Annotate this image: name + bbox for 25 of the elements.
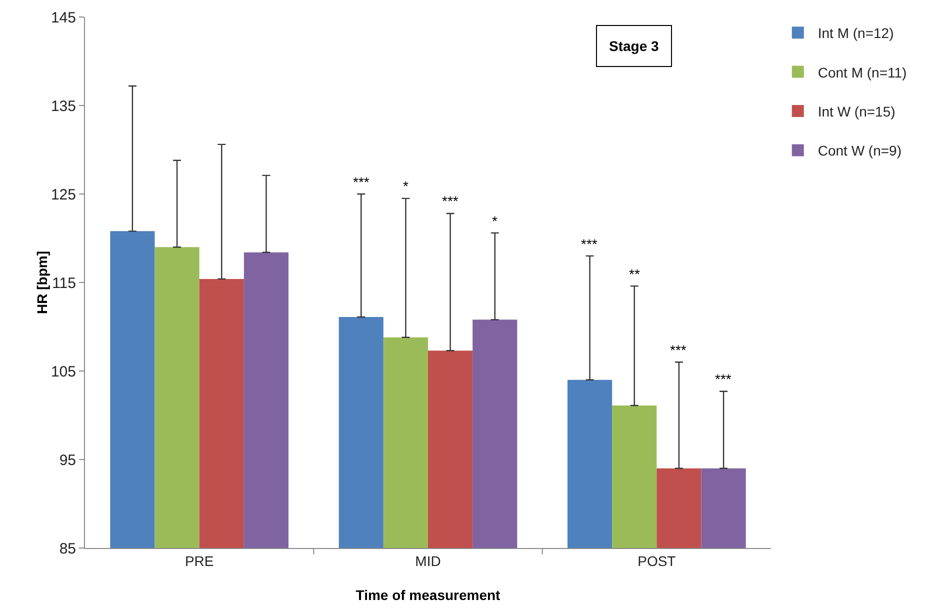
annotation: *** <box>353 174 370 190</box>
x-tick-label: MID <box>415 552 441 569</box>
x-tick-label: POST <box>638 552 676 569</box>
y-tick-label: 125 <box>50 186 76 204</box>
annotation: ** <box>629 266 640 282</box>
x-tick-label: PRE <box>184 552 214 569</box>
annotation: Stage 3 <box>609 38 660 54</box>
annotation: *** <box>581 236 598 252</box>
y-tick-label: 135 <box>50 98 76 115</box>
y-tick-label: 85 <box>59 540 76 558</box>
annotation: * <box>403 178 409 194</box>
annotation: * <box>492 213 498 229</box>
annotation: *** <box>442 193 459 209</box>
y-tick-label: 95 <box>59 452 76 469</box>
y-tick-label: 145 <box>50 9 76 26</box>
annotation: *** <box>670 342 687 358</box>
annotation: *** <box>715 371 732 387</box>
x-axis-title: Time of measurement <box>356 587 501 603</box>
y-tick-label: 115 <box>52 274 76 292</box>
legend-label: Cont M (n=11) <box>818 64 907 80</box>
y-axis-title: HR [bpm] <box>34 251 50 314</box>
y-tick-label: 105 <box>50 363 76 380</box>
legend-label: Cont W (n=9) <box>818 142 902 159</box>
legend-label: Int W (n=15) <box>818 103 896 120</box>
legend-label: Int M (n=12) <box>818 25 894 42</box>
